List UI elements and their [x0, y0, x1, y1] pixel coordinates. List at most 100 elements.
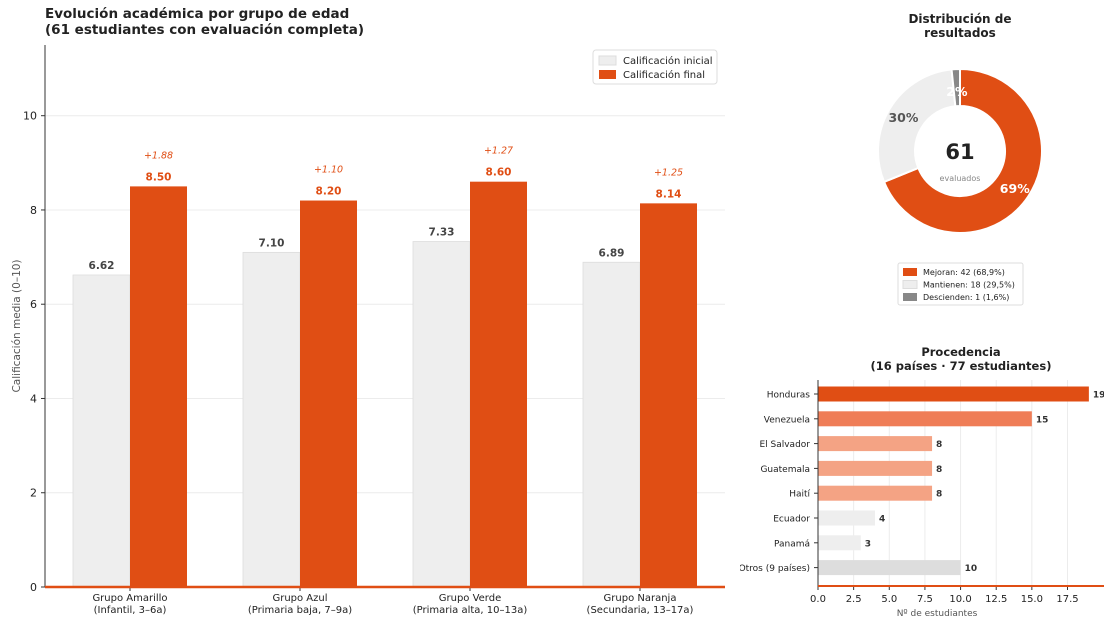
main-chart-title-line1: Evolución académica por grupo de edad — [45, 6, 350, 22]
bar-initial-value-label: 6.89 — [599, 247, 625, 259]
bar-initial — [242, 251, 301, 588]
donut-legend-swatch — [903, 268, 917, 276]
country-label: Otros (9 países) — [740, 564, 810, 574]
donut-legend-swatch — [902, 280, 918, 289]
country-bar — [818, 386, 1089, 402]
donut-legend-label: Mantienen: 18 (29,5%) — [923, 281, 1015, 290]
x-tick-label: 15.0 — [1021, 594, 1043, 605]
x-tick-label: 7.5 — [917, 594, 933, 605]
main-chart-title: Evolución académica por grupo de edad (6… — [45, 6, 364, 38]
legend-label: Calificación final — [623, 69, 705, 81]
country-chart-title-line1: Procedencia — [921, 345, 1001, 359]
bar-final — [470, 181, 527, 587]
country-chart-title-line2: (16 países · 77 estudiantes) — [870, 359, 1052, 373]
x-tick-label: 5.0 — [881, 594, 897, 605]
x-tick-label-line1: Grupo Azul — [272, 593, 327, 604]
x-tick-label: 2.5 — [846, 594, 862, 605]
country-value-label: 4 — [879, 515, 885, 525]
x-tick-label-line1: Grupo Amarillo — [92, 593, 167, 604]
grouped-bar-chart: 0 2 4 6 8 10 Calificación media (0–10) 6.62 8.50… — [11, 45, 725, 616]
donut-percent-label: 2% — [946, 84, 968, 99]
donut-legend-label: Descienden: 1 (1,6%) — [923, 293, 1009, 302]
country-value-label: 8 — [936, 465, 942, 475]
country-label: Panamá — [774, 539, 810, 549]
x-tick-label-line2: (Primaria baja, 7–9a) — [248, 605, 352, 616]
delta-label: +1.25 — [654, 167, 683, 178]
country-bar — [818, 411, 1032, 427]
country-value-label: 15 — [1036, 415, 1049, 425]
donut-chart-title-line2: resultados — [924, 26, 996, 40]
country-bar — [818, 460, 933, 476]
donut-legend-swatch — [903, 293, 917, 301]
bar-initial-value-label: 6.62 — [89, 260, 115, 272]
x-tick-label: 12.5 — [985, 594, 1007, 605]
country-bar — [818, 510, 876, 526]
x-tick-label-line2: (Secundaria, 13–17a) — [587, 605, 694, 616]
legend-swatch — [599, 70, 616, 79]
bar-final — [300, 200, 357, 587]
country-bar — [818, 560, 961, 576]
donut-percent-label: 30% — [888, 110, 918, 125]
main-chart-title-line2: (61 estudiantes con evaluación completa) — [45, 22, 365, 38]
y-tick-label: 2 — [30, 487, 37, 500]
country-bar — [818, 485, 933, 501]
x-tick-label-line2: (Primaria alta, 10–13a) — [413, 605, 528, 616]
donut-chart: 69% 30% 2% 61 evaluados Mejoran: 42 (68,9%) Ma… — [877, 67, 1043, 306]
bar-initial — [582, 261, 641, 588]
legend-swatch — [598, 55, 617, 66]
donut-center-value: 61 — [945, 140, 974, 164]
country-label: Guatemala — [760, 465, 810, 475]
donut-legend-label: Mejoran: 42 (68,9%) — [923, 268, 1005, 277]
x-tick-label: 10.0 — [949, 594, 971, 605]
donut-center-label: evaluados — [940, 174, 981, 183]
horizontal-bar-chart: 0.0 2.5 5.0 7.5 10.0 12.5 15.0 17.5 Honduras 19 Ve… — [740, 380, 1104, 617]
country-bar — [818, 436, 933, 452]
bar-final — [130, 186, 187, 588]
country-label: Haití — [789, 490, 810, 500]
donut-legend-box — [897, 262, 1024, 306]
country-value-label: 8 — [936, 440, 942, 450]
donut-percent-label: 69% — [1000, 181, 1030, 196]
x-tick-label-line2: (Infantil, 3–6a) — [94, 605, 167, 616]
bar-initial — [72, 274, 131, 588]
country-label: Venezuela — [764, 415, 810, 425]
country-label: Ecuador — [773, 515, 810, 525]
legend-box — [592, 49, 718, 85]
donut-chart-title: Distribución de resultados — [880, 12, 1040, 40]
bar-final — [640, 203, 697, 587]
bar-initial-value-label: 7.33 — [429, 227, 455, 239]
x-tick-label-line1: Grupo Verde — [439, 593, 502, 604]
delta-label: +1.10 — [314, 165, 343, 176]
x-tick-label: 17.5 — [1056, 594, 1078, 605]
y-tick-label: 10 — [23, 110, 37, 123]
bar-final-value-label: 8.14 — [656, 188, 682, 200]
bar-final-value-label: 8.20 — [316, 186, 342, 198]
country-chart-title: Procedencia (16 países · 77 estudiantes) — [818, 345, 1104, 373]
bar-final-value-label: 8.60 — [486, 167, 512, 179]
country-value-label: 3 — [865, 539, 871, 549]
y-tick-label: 6 — [30, 298, 37, 311]
donut-slice-mejoran — [882, 67, 1043, 234]
donut-slice-mantienen — [877, 68, 957, 184]
country-value-label: 10 — [965, 564, 978, 574]
country-label: El Salvador — [759, 440, 810, 450]
bar-initial — [412, 241, 471, 588]
country-value-label: 19 — [1093, 391, 1104, 401]
x-tick-label-line1: Grupo Naranja — [604, 593, 677, 604]
x-axis-label: Nº de estudiantes — [897, 609, 978, 617]
y-axis-label: Calificación media (0–10) — [11, 259, 23, 392]
donut-chart-title-line1: Distribución de — [908, 12, 1012, 26]
x-tick-label: 0.0 — [810, 594, 826, 605]
bar-initial-value-label: 7.10 — [259, 237, 285, 249]
country-bar — [818, 535, 861, 551]
y-tick-label: 0 — [30, 581, 37, 594]
y-tick-label: 4 — [30, 392, 37, 405]
donut-slice-descienden — [950, 67, 961, 108]
country-value-label: 8 — [936, 490, 942, 500]
legend-label: Calificación inicial — [623, 55, 713, 67]
bar-final-value-label: 8.50 — [146, 171, 172, 183]
delta-label: +1.27 — [484, 146, 513, 157]
delta-label: +1.88 — [144, 150, 173, 161]
y-tick-label: 8 — [30, 204, 37, 217]
country-label: Honduras — [767, 391, 811, 401]
